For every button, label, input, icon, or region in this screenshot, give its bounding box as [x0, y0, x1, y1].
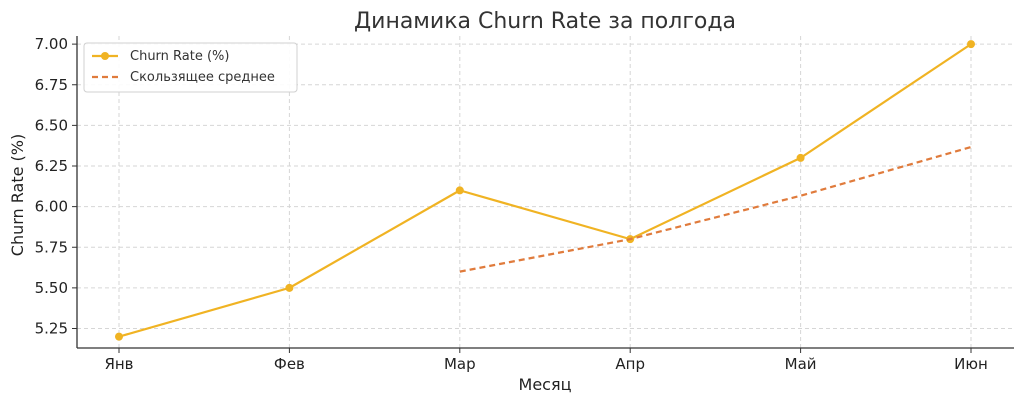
data-point-churn-rate [455, 186, 464, 195]
y-tick-label: 6.75 [35, 76, 68, 94]
y-axis-ticks: 5.25 5.50 5.75 6.00 6.25 6.50 6.75 7.00 [35, 35, 77, 338]
legend-box [83, 42, 298, 93]
chart-title: Динамика Churn Rate за полгода [354, 9, 736, 34]
data-point-churn-rate [796, 153, 805, 162]
x-tick-label: Май [785, 355, 817, 373]
x-tick-label: Апр [615, 355, 645, 373]
y-tick-label: 7.00 [35, 35, 68, 53]
y-tick-label: 5.50 [35, 279, 68, 297]
x-axis-label: Месяц [519, 375, 572, 394]
x-tick-label: Мар [444, 355, 476, 373]
x-tick-label: Июн [954, 355, 988, 373]
y-axis-label: Churn Rate (%) [8, 134, 27, 256]
data-point-churn-rate [285, 283, 294, 292]
x-tick-label: Фев [274, 355, 305, 373]
series-line-moving-average [459, 145, 972, 273]
legend-marker-churn-rate [101, 52, 109, 60]
legend-label-moving-average: Скользящее среднее [130, 70, 275, 85]
data-point-churn-rate [115, 332, 123, 341]
y-tick-label: 5.75 [35, 238, 68, 256]
y-tick-label: 6.50 [35, 116, 68, 134]
y-tick-label: 5.25 [35, 320, 68, 338]
y-tick-label: 6.25 [35, 157, 68, 175]
data-point-churn-rate [967, 40, 975, 49]
legend-label-churn-rate: Churn Rate (%) [130, 49, 229, 64]
series-line-churn-rate [117, 43, 973, 338]
x-tick-label: Янв [104, 355, 133, 373]
series-layer [115, 40, 975, 341]
x-axis-ticks: Янв Фев Мар Апр Май Июн [104, 348, 988, 373]
legend: Churn Rate (%) Скользящее среднее [83, 42, 298, 93]
y-tick-label: 6.00 [35, 198, 68, 216]
